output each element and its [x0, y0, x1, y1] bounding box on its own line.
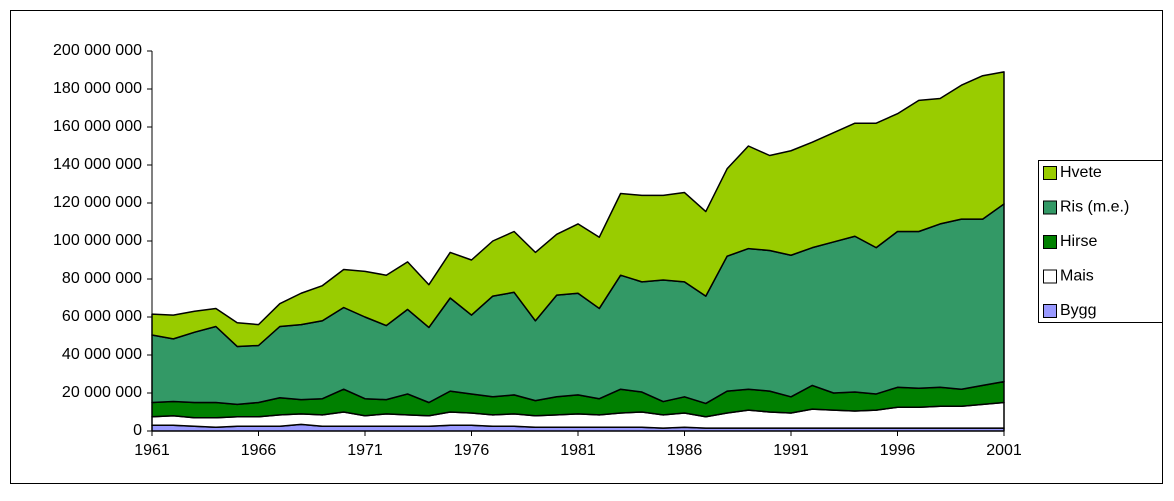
legend-swatch [1043, 166, 1057, 180]
y-tick-label: 120 000 000 [53, 194, 142, 211]
x-tick-label: 1981 [560, 442, 596, 459]
x-tick-label: 1971 [347, 442, 383, 459]
legend-swatch [1043, 200, 1057, 215]
y-tick-label: 60 000 000 [62, 308, 142, 325]
x-tick-label: 1961 [134, 442, 170, 459]
y-tick-label: 200 000 000 [53, 42, 142, 59]
legend-box [1038, 160, 1163, 323]
y-tick-label: 140 000 000 [53, 156, 142, 173]
x-tick-label: 2001 [986, 442, 1022, 459]
x-tick-label: 1986 [667, 442, 703, 459]
legend-label: Ris (m.e.) [1060, 199, 1129, 216]
x-tick-label: 1966 [241, 442, 277, 459]
y-tick-label: 180 000 000 [53, 80, 142, 97]
legend-swatch [1043, 269, 1057, 284]
y-tick-label: 40 000 000 [62, 346, 142, 363]
area [151, 71, 1005, 348]
legend-swatch [1043, 235, 1057, 249]
y-tick-label: 160 000 000 [53, 118, 142, 135]
x-tick-label: 1976 [454, 442, 490, 459]
y-tick-label: 100 000 000 [53, 232, 142, 249]
y-tick-label: 20 000 000 [62, 384, 142, 401]
legend-label: Hvete [1060, 164, 1102, 181]
legend-label: Mais [1060, 268, 1094, 285]
x-tick-label: 1996 [880, 442, 916, 459]
x-tick-label: 1991 [773, 442, 809, 459]
legend-label: Hirse [1060, 233, 1097, 250]
legend-swatch [1043, 304, 1057, 318]
legend-label: Bygg [1060, 302, 1096, 319]
y-tick-label: 0 [133, 422, 142, 439]
y-tick-label: 80 000 000 [62, 270, 142, 287]
